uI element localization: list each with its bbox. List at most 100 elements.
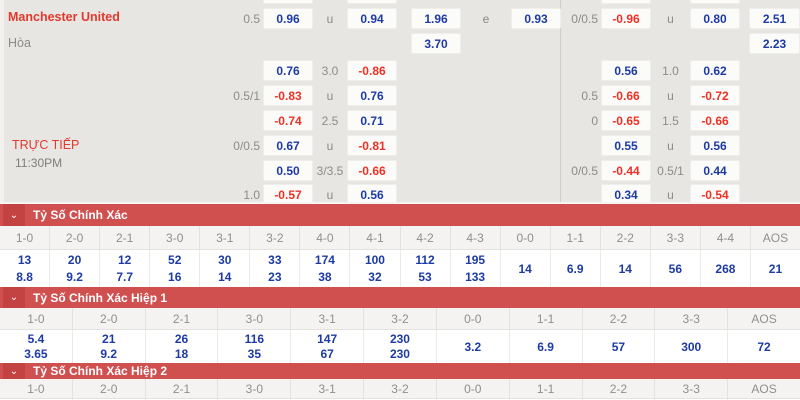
score-odds-cell[interactable]: 26 18: [146, 330, 219, 363]
score-column-header: 3-2: [250, 226, 301, 249]
score-column-header: AOS: [762, 230, 789, 245]
score-odds-cell[interactable]: 112 53: [401, 250, 451, 287]
score-odds-cell[interactable]: 100 32: [350, 250, 401, 287]
chevron-down-icon[interactable]: ⌄: [3, 287, 25, 308]
score-odds-cell[interactable]: 147 67: [291, 330, 365, 363]
team-name: Manchester United: [8, 10, 120, 24]
odds-box[interactable]: 3.70: [411, 33, 461, 54]
score-odds-cell[interactable]: 21 9.2: [73, 330, 146, 363]
score-column-header: 1-0: [0, 379, 73, 398]
odds-box[interactable]: -0.54: [690, 184, 740, 202]
score-column-header-row: 1-0 2-0 2-1 3-0 3-1 3-2 4-0 4-1 4-2 4-3 0-0 1-1 2-2 3…: [0, 226, 800, 250]
odds-box[interactable]: 0.76: [263, 60, 313, 81]
score-odds-value: 14: [218, 270, 232, 284]
odds-box[interactable]: -0.57: [263, 184, 313, 202]
score-column-header: 4-1: [350, 226, 401, 249]
odds-box[interactable]: -0.66: [347, 160, 397, 181]
odds-box[interactable]: 0.56: [601, 60, 651, 81]
odds-box[interactable]: [263, 0, 313, 4]
score-odds-value: 21: [102, 331, 116, 346]
score-odds-cell[interactable]: 30 14: [200, 250, 251, 287]
score-odds-value: 300: [681, 339, 702, 354]
odds-box[interactable]: 0.34: [601, 184, 651, 202]
odds-box[interactable]: [347, 0, 397, 4]
section-header[interactable]: ⌄ Tỷ Số Chính Xác Hiệp 2: [0, 363, 800, 379]
odds-box[interactable]: 0.56: [347, 184, 397, 202]
odds-box[interactable]: 2.23: [749, 33, 800, 54]
match-odds-panel: Manchester United Hòa TRỰC TIẾP 11:30PM …: [0, 0, 800, 202]
score-odds-cell[interactable]: 72: [728, 330, 800, 363]
odds-box[interactable]: -0.65: [601, 110, 651, 131]
odds-box[interactable]: -0.66: [601, 85, 651, 106]
score-column-header: 2-2: [583, 308, 656, 329]
handicap-label: 3.0: [321, 63, 339, 78]
score-odds-cell[interactable]: 12 7.7: [100, 250, 151, 287]
handicap-label: 0: [591, 113, 598, 128]
odds-box[interactable]: 0.50: [263, 160, 313, 181]
score-column-header: 4-3: [451, 226, 501, 249]
odds-box[interactable]: 0.55: [601, 135, 651, 156]
score-odds-value: 230: [389, 347, 410, 362]
odds-box[interactable]: -0.66: [690, 110, 740, 131]
odds-box[interactable]: -0.96: [601, 8, 651, 29]
score-odds-value: 32: [368, 270, 382, 284]
score-odds-value: 26: [174, 331, 189, 346]
odds-box[interactable]: -0.44: [601, 160, 651, 181]
odds-box[interactable]: -0.86: [347, 60, 397, 81]
handicap-label: 0.5/1: [233, 88, 260, 103]
score-column-header: 1-0: [0, 308, 73, 329]
score-odds-value: 18: [174, 347, 189, 362]
score-odds-cell[interactable]: 57: [583, 330, 656, 363]
score-odds-cell[interactable]: 6.9: [510, 330, 583, 363]
score-odds-cell[interactable]: 13 8.8: [0, 250, 51, 287]
score-odds-cell[interactable]: 21: [751, 250, 800, 287]
score-column-header: 3-1: [291, 308, 365, 329]
odds-box[interactable]: [601, 0, 651, 4]
score-odds-value: 12: [117, 253, 132, 267]
odds-box[interactable]: 0.76: [347, 85, 397, 106]
score-odds-cell[interactable]: 116 35: [218, 330, 292, 363]
score-odds-cell[interactable]: 52 16: [150, 250, 201, 287]
odds-box[interactable]: -0.83: [263, 85, 313, 106]
score-odds-cell[interactable]: 230 230: [364, 330, 437, 363]
odds-box[interactable]: -0.81: [347, 135, 397, 156]
score-odds-cell[interactable]: 268: [701, 250, 751, 287]
score-odds-cell[interactable]: 6.9: [551, 250, 601, 287]
odds-box[interactable]: 2.51: [749, 8, 800, 29]
odds-box[interactable]: -0.72: [690, 85, 740, 106]
score-odds-cell[interactable]: 5.4 3.65: [0, 330, 73, 363]
odds-box[interactable]: 0.71: [347, 110, 397, 131]
odds-box[interactable]: 0.94: [347, 8, 397, 29]
score-odds-cell[interactable]: 14: [501, 250, 551, 287]
chevron-down-icon[interactable]: ⌄: [3, 363, 25, 379]
odds-box[interactable]: 0.67: [263, 135, 313, 156]
score-odds-value: 116: [244, 331, 265, 346]
score-odds-cell[interactable]: 20 9.2: [50, 250, 101, 287]
odds-box[interactable]: 0.93: [511, 8, 561, 29]
odds-box[interactable]: 0.62: [690, 60, 740, 81]
score-column-header-row: 1-0 2-0 2-1 3-0 3-1 3-2 0-0 1-1 2-2 3-3 AOS: [0, 379, 800, 399]
score-odds-cell[interactable]: 3.2: [437, 330, 510, 363]
section-title: Tỷ Số Chính Xác: [33, 208, 128, 222]
odds-box[interactable]: 1.96: [411, 8, 461, 29]
score-odds-cell[interactable]: 174 38: [300, 250, 351, 287]
odds-box[interactable]: [690, 0, 740, 4]
odds-box[interactable]: -0.74: [263, 110, 313, 131]
section-header[interactable]: ⌄ Tỷ Số Chính Xác: [0, 204, 800, 226]
score-odds-cell[interactable]: 300: [655, 330, 729, 363]
score-odds-value: 6.9: [566, 261, 584, 276]
score-column-header: AOS: [751, 311, 777, 326]
score-odds-value: 195: [465, 253, 486, 267]
score-odds-value: 6.9: [537, 339, 554, 354]
score-odds-cell[interactable]: 33 23: [250, 250, 301, 287]
section-header[interactable]: ⌄ Tỷ Số Chính Xác Hiệp 1: [0, 287, 800, 308]
odds-box[interactable]: 0.44: [690, 160, 740, 181]
score-odds-cell[interactable]: 195 133: [451, 250, 501, 287]
score-odds-cell[interactable]: 14: [601, 250, 651, 287]
odds-box[interactable]: 0.56: [690, 135, 740, 156]
score-odds-cell[interactable]: 56: [651, 250, 701, 287]
chevron-down-icon[interactable]: ⌄: [3, 204, 25, 226]
odds-box[interactable]: 0.96: [263, 8, 313, 29]
left-edge-strip: [0, 0, 4, 202]
odds-box[interactable]: 0.80: [690, 8, 740, 29]
